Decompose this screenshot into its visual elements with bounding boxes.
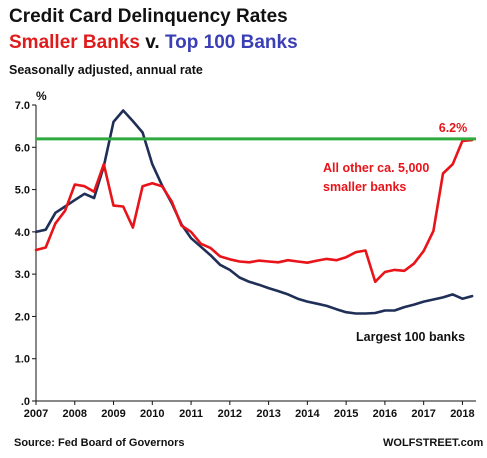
source-note: Source: Fed Board of Governors [14,437,185,449]
x-tick-label: 2014 [295,408,320,420]
y-tick-label: 6.0 [15,142,30,154]
series-label-largest-100: Largest 100 banks [356,330,465,344]
subtitle-versus: v. [139,32,165,53]
chart-subtitle: Smaller Banks v. Top 100 Banks [9,32,298,54]
y-tick-label: 1.0 [15,354,30,366]
x-tick-label: 2017 [411,408,435,420]
subtitle-top-100: Top 100 Banks [164,32,298,53]
y-tick-label: 4.0 [15,227,30,239]
series-line-smaller-banks [34,138,474,284]
x-tick-label: 2009 [101,408,125,420]
x-tick-label: 2011 [179,408,203,420]
x-tick-label: 2008 [63,408,87,420]
x-tick-label: 2010 [140,408,164,420]
series-label-smaller-banks: smaller banks [323,180,406,194]
y-tick-label: 3.0 [15,269,30,281]
x-tick-label: 2012 [218,408,242,420]
y-tick-label: 2.0 [15,311,30,323]
brand-label: WOLFSTREET.com [383,437,484,449]
y-axis-unit: % [36,89,47,103]
chart-title: Credit Card Delinquency Rates [9,6,288,27]
x-tick-label: 2018 [450,408,474,420]
y-tick-label: .0 [21,396,30,408]
y-tick-label: 7.0 [15,100,30,112]
series-label-smaller-banks: All other ca. 5,000 [323,161,429,175]
chart-note: Seasonally adjusted, annual rate [9,63,203,77]
reference-line-label: 6.2% [439,121,468,135]
x-tick-label: 2007 [24,408,48,420]
y-tick-label: 5.0 [15,185,30,197]
x-tick-label: 2015 [334,408,358,420]
x-tick-label: 2013 [256,408,280,420]
x-tick-label: 2016 [373,408,397,420]
series-line-largest-100 [34,109,474,315]
subtitle-smaller-banks: Smaller Banks [9,32,140,53]
